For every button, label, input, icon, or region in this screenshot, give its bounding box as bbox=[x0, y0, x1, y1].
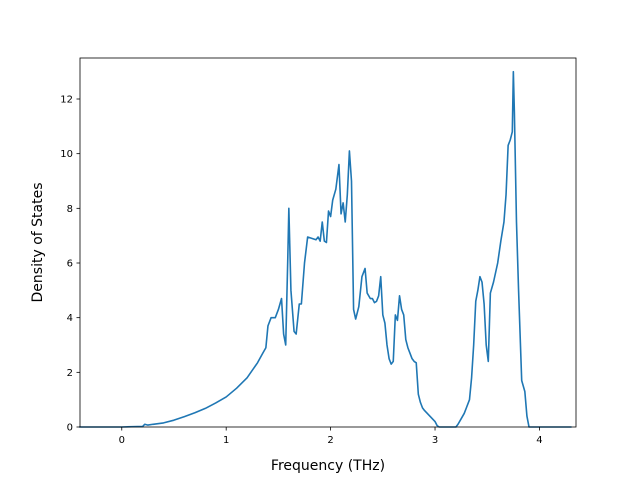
x-tick-label: 1 bbox=[223, 435, 229, 446]
x-tick-label: 2 bbox=[327, 435, 333, 446]
x-axis-ticks: 0 1 2 3 4 bbox=[119, 427, 543, 446]
x-tick-label: 0 bbox=[119, 435, 125, 446]
x-axis-label: Frequency (THz) bbox=[271, 458, 385, 474]
y-tick-label: 8 bbox=[67, 204, 73, 215]
plot-frame bbox=[79, 57, 577, 428]
y-axis-ticks: 0 2 4 6 8 10 12 bbox=[60, 95, 80, 434]
y-tick-label: 6 bbox=[67, 259, 73, 270]
y-tick-label: 12 bbox=[60, 95, 73, 106]
y-tick-label: 0 bbox=[67, 423, 73, 434]
x-tick-label: 4 bbox=[536, 435, 542, 446]
plot-area bbox=[80, 58, 576, 427]
x-tick-label: 3 bbox=[432, 435, 438, 446]
y-tick-label: 2 bbox=[67, 368, 73, 379]
y-axis-label: Density of States bbox=[30, 183, 46, 303]
y-tick-label: 10 bbox=[60, 149, 73, 160]
y-tick-label: 4 bbox=[67, 313, 73, 324]
dos-series-line bbox=[79, 70, 572, 428]
series-layer bbox=[79, 70, 572, 428]
